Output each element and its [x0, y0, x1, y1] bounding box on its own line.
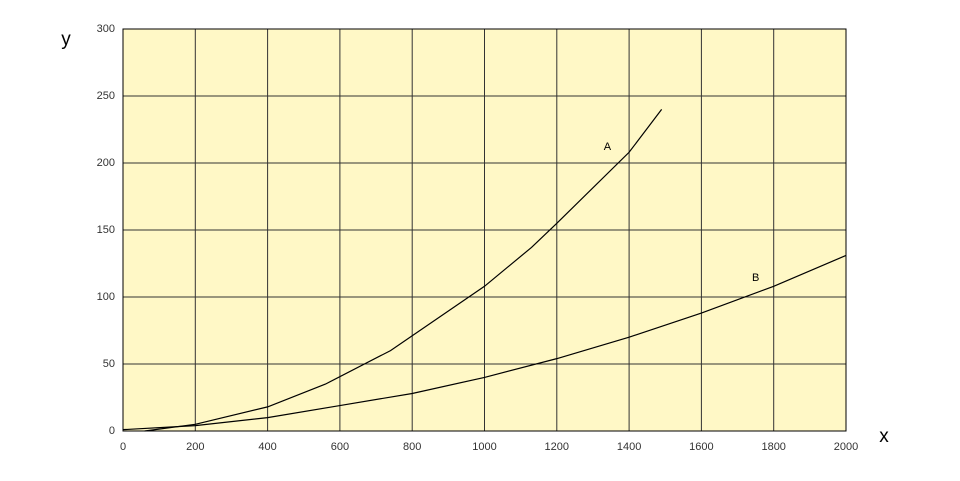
x-tick-label: 1400: [617, 441, 641, 453]
x-tick-label: 600: [331, 441, 349, 453]
line-series: [122, 254, 847, 431]
x-tick-label: 2000: [834, 441, 858, 453]
x-axis-label: x: [879, 426, 889, 447]
plot-border: [122, 28, 847, 432]
annotation: A: [604, 141, 612, 153]
x-tick-label: 1800: [761, 441, 785, 453]
y-tick-label: 250: [97, 90, 115, 102]
y-tick-label: 100: [97, 291, 115, 303]
x-tick-label: 0: [120, 441, 126, 453]
x-tick-label: 200: [186, 441, 204, 453]
y-tick-label: 150: [97, 224, 115, 236]
y-axis-label: y: [61, 29, 71, 50]
x-tick-label: 1600: [689, 441, 713, 453]
y-tick-label: 200: [97, 157, 115, 169]
x-tick-label: 800: [403, 441, 421, 453]
annotation: B: [752, 272, 759, 284]
x-tick-label: 1000: [472, 441, 496, 453]
y-tick-label: 300: [97, 23, 115, 35]
line-series: [144, 109, 663, 432]
y-tick-label: 0: [109, 425, 115, 437]
x-tick-label: 400: [258, 441, 276, 453]
y-tick-label: 50: [103, 358, 115, 370]
x-tick-label: 1200: [545, 441, 569, 453]
